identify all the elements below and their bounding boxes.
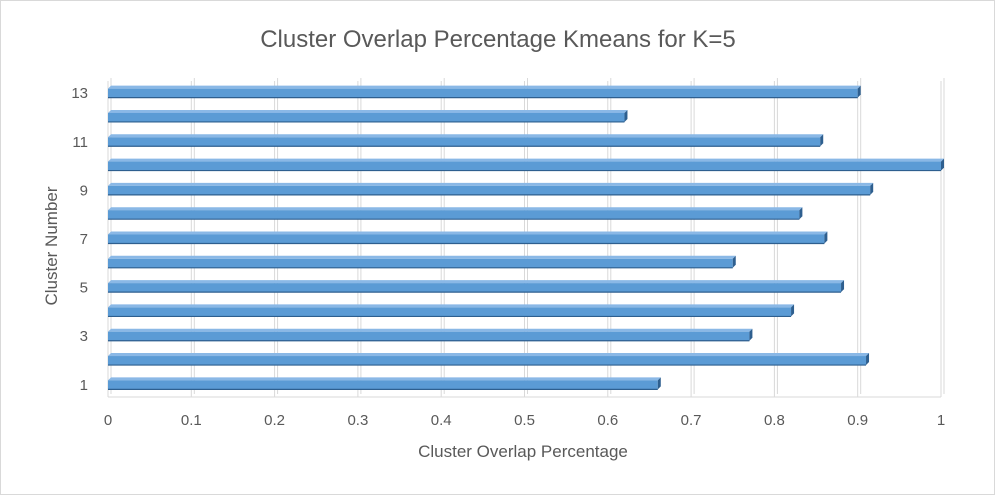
bar-top-face	[108, 207, 803, 211]
bar-end-face	[749, 328, 753, 341]
bar-end-face	[657, 377, 661, 390]
bar	[108, 328, 753, 342]
bar-front-face	[108, 234, 825, 244]
bar-end-face	[799, 207, 803, 220]
bar-front-face	[108, 210, 800, 220]
y-tick-label: 9	[80, 182, 88, 199]
y-axis-title: Cluster Number	[42, 186, 61, 305]
bar-front-face	[108, 88, 858, 98]
x-tick-label: 0.7	[681, 412, 702, 429]
bar-front-face	[108, 161, 941, 171]
bar-end-face	[624, 109, 628, 122]
bar-end-face	[841, 280, 845, 293]
bar	[108, 304, 795, 318]
bar-end-face	[820, 134, 824, 147]
x-tick-label: 0.8	[764, 412, 785, 429]
bar-end-face	[791, 304, 795, 317]
bar	[108, 377, 661, 390]
bar-end-face	[857, 85, 861, 98]
bar-front-face	[108, 185, 871, 195]
bar-front-face	[108, 356, 867, 366]
y-tick-label: 1	[80, 377, 88, 394]
bar-front-face	[108, 380, 658, 390]
bar	[108, 158, 944, 172]
bar-top-face	[108, 109, 628, 113]
bar-end-face	[941, 158, 944, 171]
bar-top-face	[108, 353, 870, 357]
bar-end-face	[824, 231, 828, 244]
bar-front-face	[108, 283, 842, 293]
x-tick-label: 0.3	[347, 412, 368, 429]
bar	[108, 255, 736, 269]
bar-front-face	[108, 331, 750, 341]
y-tick-label: 5	[80, 280, 88, 297]
y-tick-label: 3	[80, 328, 88, 345]
bar-front-face	[108, 258, 733, 268]
bar	[108, 109, 628, 123]
bar	[108, 207, 803, 220]
bar-end-face	[732, 255, 736, 268]
bar-top-face	[108, 182, 874, 186]
x-tick-label: 0.5	[514, 412, 535, 429]
bar-top-face	[108, 328, 753, 332]
chart-title: Cluster Overlap Percentage Kmeans for K=…	[260, 26, 736, 53]
bar-top-face	[108, 304, 795, 308]
x-tick-label: 0.6	[597, 412, 618, 429]
x-tick-label: 0.2	[264, 412, 285, 429]
bar-front-face	[108, 137, 821, 147]
x-tick-label: 1	[937, 412, 945, 429]
bar-top-face	[108, 377, 661, 381]
bar-top-face	[108, 231, 828, 235]
x-axis-ticks: 0 0.1 0.2 0.3 0.4 0.5 0.6 0.7 0.8 0.9 1	[104, 412, 945, 429]
bar-top-face	[108, 134, 824, 138]
y-tick-label: 7	[80, 231, 88, 248]
bar-top-face	[108, 85, 861, 89]
x-tick-label: 0.9	[847, 412, 868, 429]
bar-front-face	[108, 112, 625, 122]
bars	[108, 85, 944, 390]
bar	[108, 85, 861, 99]
bar-top-face	[108, 280, 845, 284]
y-tick-label: 13	[71, 85, 88, 102]
bar-front-face	[108, 307, 792, 317]
x-tick-label: 0	[104, 412, 112, 429]
x-tick-label: 0.1	[181, 412, 202, 429]
bar	[108, 231, 828, 245]
bar	[108, 353, 870, 366]
x-tick-label: 0.4	[431, 412, 452, 429]
x-axis-title: Cluster Overlap Percentage	[418, 442, 628, 461]
bar	[108, 134, 824, 147]
bar-end-face	[866, 353, 870, 366]
bar-top-face	[108, 158, 944, 162]
bar-top-face	[108, 255, 736, 259]
bar	[108, 182, 874, 196]
bar-end-face	[870, 182, 874, 195]
y-tick-label: 11	[72, 134, 88, 151]
bar	[108, 280, 845, 293]
